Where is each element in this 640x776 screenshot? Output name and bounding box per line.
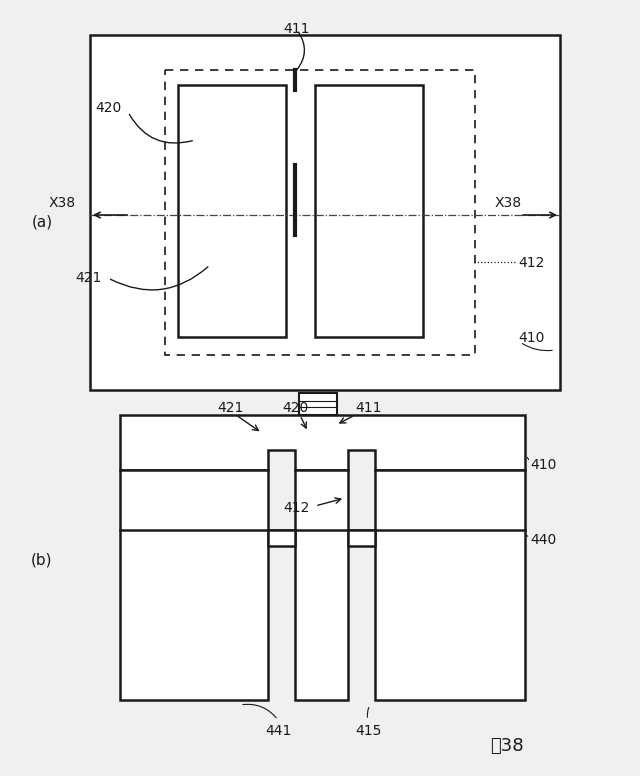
Polygon shape: [120, 415, 525, 470]
Text: 410: 410: [518, 331, 545, 345]
Text: 411: 411: [355, 401, 381, 415]
Bar: [120, 470, 268, 700]
Text: 図38: 図38: [490, 737, 524, 755]
Text: 412: 412: [284, 501, 310, 515]
Text: X38: X38: [49, 196, 76, 210]
Bar: [178, 85, 286, 337]
Text: 420: 420: [96, 101, 122, 115]
Bar: [268, 530, 295, 546]
Text: 440: 440: [530, 533, 556, 547]
Bar: [90, 35, 560, 390]
Text: (a): (a): [31, 214, 52, 230]
Text: 421: 421: [217, 401, 243, 415]
Text: 412: 412: [518, 256, 545, 270]
Text: 415: 415: [355, 724, 381, 738]
Text: 420: 420: [282, 401, 308, 415]
Text: (b): (b): [31, 553, 52, 567]
Text: 421: 421: [76, 271, 102, 285]
Text: 441: 441: [265, 724, 291, 738]
Bar: [315, 85, 423, 337]
Bar: [299, 393, 337, 415]
Bar: [295, 470, 348, 700]
Bar: [375, 470, 525, 700]
Text: 410: 410: [530, 458, 556, 472]
Text: X38: X38: [495, 196, 522, 210]
Text: 411: 411: [284, 22, 310, 36]
Bar: [165, 70, 475, 355]
Bar: [348, 530, 375, 546]
